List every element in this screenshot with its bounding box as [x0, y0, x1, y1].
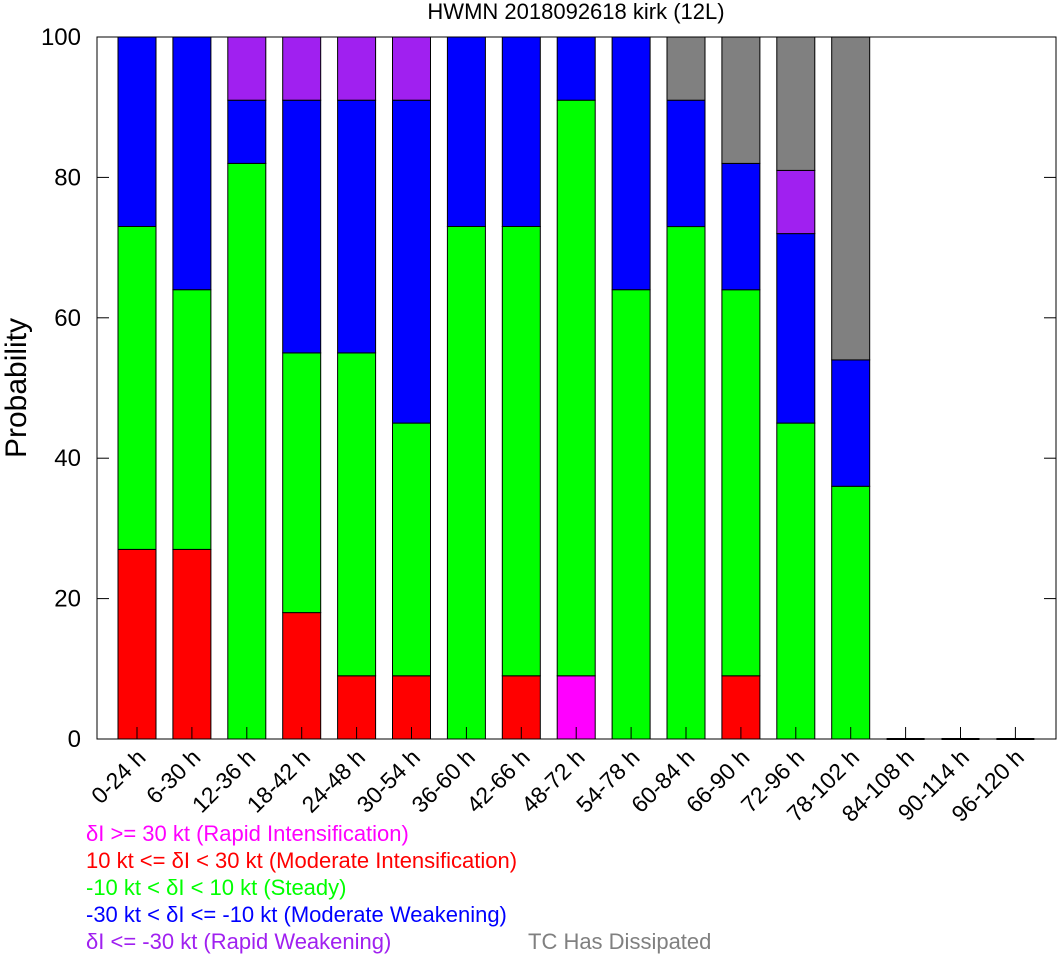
x-axis-ticks: 0-24 h6-30 h12-36 h18-42 h24-48 h30-54 h…	[86, 727, 1029, 827]
bar-segment-mw-60-84h	[666, 99, 706, 228]
bar-segment-dis-72-96h	[776, 36, 816, 171]
bar-segment-st-12-36h	[227, 162, 267, 740]
y-tick-label-40: 40	[54, 445, 81, 472]
legend-item-rapid-weakening: δI <= -30 kt (Rapid Weakening)	[86, 929, 392, 954]
legend-item-dissipated: TC Has Dissipated	[528, 929, 712, 954]
legend-item-steady: -10 kt < δI < 10 kt (Steady)	[86, 875, 347, 900]
bar-segment-rw-24-48h	[337, 36, 377, 101]
bar-segment-mw-48-72h	[556, 36, 596, 101]
bar-segment-mw-18-42h	[282, 99, 322, 354]
bar-segment-mw-78-102h	[831, 359, 871, 487]
bar-segment-mw-12-36h	[227, 99, 267, 164]
bar-segment-mi-6-30h	[172, 549, 212, 740]
chart-title: HWMN 2018092618 kirk (12L)	[427, 0, 724, 24]
bar-segment-mw-24-48h	[337, 99, 377, 354]
bar-segment-st-66-90h	[721, 289, 761, 677]
bar-segment-st-0-24h	[117, 226, 157, 550]
bar-segment-st-48-72h	[556, 99, 596, 677]
bar-segment-st-36-60h	[446, 226, 486, 740]
bar-segment-rw-30-54h	[392, 36, 431, 101]
bar-segment-rw-72-96h	[776, 169, 816, 235]
bar-segment-mi-18-42h	[282, 612, 322, 740]
bar-segment-mw-66-90h	[721, 162, 761, 291]
y-tick-label-20: 20	[54, 586, 81, 613]
bar-segment-mw-42-66h	[501, 36, 541, 227]
x-tick-label-0-24h: 0-24 h	[86, 744, 151, 809]
bar-segment-dis-60-84h	[666, 36, 706, 101]
bar-segment-mw-36-60h	[446, 36, 486, 227]
y-tick-label-60: 60	[54, 305, 81, 332]
y-axis-label: Probability	[0, 318, 33, 458]
bar-segment-mw-54-78h	[611, 36, 651, 291]
legend-item-moderate-weakening: -30 kt < δI <= -10 kt (Moderate Weakenin…	[86, 902, 507, 927]
y-tick-label-80: 80	[54, 164, 81, 191]
bar-segment-st-18-42h	[282, 352, 322, 614]
bar-segment-st-60-84h	[666, 226, 706, 740]
bar-segment-mw-30-54h	[392, 99, 431, 424]
bar-segment-st-42-66h	[501, 226, 541, 677]
bar-segment-dis-78-102h	[831, 36, 871, 361]
y-axis-ticks: 0 20 40 60 80 100	[41, 24, 1056, 753]
bar-segment-st-6-30h	[172, 289, 212, 550]
bar-segment-st-54-78h	[611, 289, 651, 740]
bar-segment-mw-6-30h	[172, 36, 212, 291]
bar-series-group	[117, 36, 1035, 740]
bar-segment-rw-18-42h	[282, 36, 322, 101]
bar-segment-rw-12-36h	[227, 36, 267, 101]
y-tick-label-100: 100	[41, 24, 81, 51]
legend-item-rapid-intensification: δI >= 30 kt (Rapid Intensification)	[86, 821, 409, 846]
bar-segment-st-30-54h	[392, 422, 431, 677]
bar-segment-mw-72-96h	[776, 233, 816, 424]
bar-segment-st-72-96h	[776, 422, 816, 740]
legend-item-moderate-intensification: 10 kt <= δI < 30 kt (Moderate Intensific…	[86, 848, 518, 873]
bar-segment-st-78-102h	[831, 485, 871, 740]
bar-segment-st-24-48h	[337, 352, 377, 677]
y-tick-label-0: 0	[68, 726, 81, 753]
bar-segment-mw-0-24h	[117, 36, 157, 227]
bar-segment-mi-0-24h	[117, 549, 157, 740]
bar-segment-dis-66-90h	[721, 36, 761, 164]
